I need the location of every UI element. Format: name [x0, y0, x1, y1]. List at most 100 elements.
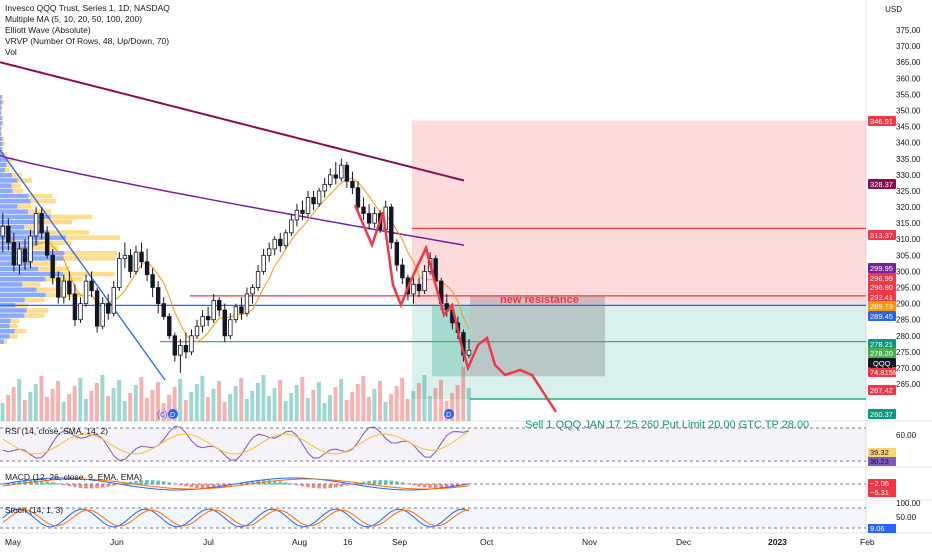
volume-bar: [144, 398, 149, 421]
volume-bar: [294, 385, 299, 421]
volume-profile-down: [12, 173, 23, 178]
candle-body: [322, 184, 327, 192]
macd-badge: −2.06: [870, 479, 889, 488]
candle-body: [183, 345, 189, 353]
legend-elliott[interactable]: Elliott Wave (Absolute): [5, 25, 91, 35]
price-badge: 260.37: [868, 409, 896, 419]
macd-label[interactable]: MACD (12, 26, close, 9, EMA, EMA): [5, 472, 142, 482]
volume-profile-up: [0, 245, 33, 251]
macd-histogram-bar: [334, 484, 338, 488]
volume-bar: [17, 379, 22, 421]
macd-histogram-bar: [134, 480, 138, 485]
stoch-pane: 100.00 50.00 9.06: [0, 499, 921, 533]
volume-profile-down: [10, 318, 20, 324]
candle-body: [144, 261, 150, 276]
volume-bar: [383, 402, 388, 421]
price-tick: 265.00: [896, 380, 921, 389]
candle-body: [372, 213, 377, 224]
candle-body: [200, 316, 205, 327]
volume-bar: [339, 379, 344, 421]
volume-profile-up: [0, 209, 29, 214]
macd-histogram-bar: [84, 484, 88, 489]
volume-profile-down: [24, 313, 45, 318]
legend-ma[interactable]: Multiple MA (5, 10, 20, 50, 100, 200): [5, 14, 143, 24]
candle-body: [355, 187, 361, 208]
time-tick: Nov: [582, 537, 598, 547]
time-tick: Aug: [292, 537, 307, 547]
volume-bar: [222, 402, 227, 421]
price-badge-text: 267.42: [870, 386, 893, 395]
price-badge-text: 313.37: [870, 231, 893, 240]
candle-body: [328, 174, 333, 185]
volume-bar: [272, 388, 277, 421]
volume-bar: [289, 393, 294, 421]
volume-bar: [344, 400, 349, 421]
stoch-tick: 100.00: [896, 499, 921, 508]
legend-vol[interactable]: Vol: [5, 47, 17, 57]
rsi-label[interactable]: RSI (14, close, SMA, 14, 2): [5, 426, 108, 436]
volume-profile-up: [0, 297, 25, 303]
volume-bar: [372, 389, 377, 421]
candle-body: [305, 196, 311, 214]
candle-body: [39, 213, 44, 234]
macd-histogram-bar: [67, 484, 72, 487]
macd-histogram-bar: [272, 480, 277, 485]
currency-label: USD: [885, 5, 902, 14]
candle-body: [67, 280, 72, 295]
volume-profile-down: [39, 240, 72, 246]
candle-body: [28, 235, 33, 263]
price-badge-bg: [868, 263, 896, 273]
price-tick: 285.00: [896, 316, 921, 325]
price-tick: 270.00: [896, 364, 921, 373]
candle-body: [122, 254, 128, 259]
price-badge-text: 296.90: [870, 283, 893, 292]
volume-bar: [416, 383, 421, 421]
volume-profile-down: [24, 297, 45, 303]
macd-histogram-bar: [433, 484, 438, 489]
stoch-tick: 50.00: [896, 513, 917, 522]
volume-profile-down: [11, 183, 22, 188]
macd-histogram-bar: [112, 484, 116, 486]
macd-badge-bg: [868, 488, 896, 497]
price-badge-text: 278.21: [870, 340, 893, 349]
candle-body: [167, 316, 172, 337]
volume-profile-down: [0, 110, 2, 116]
volume-bar: [333, 387, 338, 421]
volume-bar: [400, 378, 405, 421]
candle-body: [44, 232, 50, 256]
macd-histogram-bar: [345, 484, 349, 486]
legend-symbol[interactable]: Invesco QQQ Trust, Series 1, 1D, NASDAQ: [5, 3, 170, 13]
macd-histogram-bar: [411, 484, 416, 486]
stoch-badge: 9.06: [870, 524, 885, 533]
legend-vrvp[interactable]: VRVP (Number Of Rows, 48, Up/Down, 70): [5, 36, 170, 46]
macd-histogram-bar: [184, 484, 188, 487]
rsi-tick: 60.00: [896, 431, 917, 440]
volume-bars: [0, 367, 471, 421]
volume-bar: [228, 394, 233, 421]
candle-body: [244, 293, 250, 314]
volume-profile-up: [0, 318, 11, 324]
price-badge-text: 260.37: [870, 410, 893, 419]
price-badge-text: 299.95: [870, 264, 893, 273]
stoch-label[interactable]: Stoch (14, 1, 3): [5, 505, 64, 515]
stoch-d-line: [2, 509, 470, 527]
volume-profile-down: [28, 209, 51, 214]
price-badge-text: 328.37: [870, 180, 893, 189]
price-badge: 278.21: [868, 339, 896, 349]
volume-profile-up: [0, 282, 23, 287]
ticker-tag-bg: [870, 358, 892, 368]
price-tick: 275.00: [896, 348, 921, 357]
candle-body: [50, 254, 55, 279]
price-badge-text: 292.41: [870, 293, 893, 302]
rsi-ma-line: [2, 430, 470, 455]
price-tick: 340.00: [896, 139, 921, 148]
volume-bar: [233, 386, 238, 421]
time-tick: Dec: [676, 537, 692, 547]
price-badge: 292.41: [868, 292, 896, 302]
rsi-badge-bg: [868, 448, 896, 457]
downtrend-line: [0, 149, 166, 381]
price-badge: 278.20: [868, 348, 896, 358]
